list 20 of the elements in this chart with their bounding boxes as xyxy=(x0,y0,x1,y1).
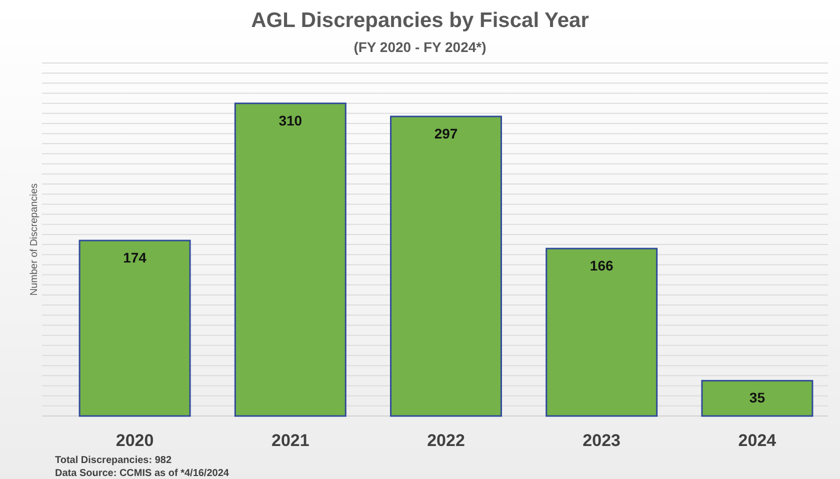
bar xyxy=(701,380,814,417)
data-label: 297 xyxy=(434,125,458,142)
x-tick-label: 2024 xyxy=(738,431,777,450)
text: Total Discrepancies: 982 xyxy=(55,455,172,466)
bar xyxy=(234,102,346,417)
chart-subtitle: (FY 2020 - FY 2024*) xyxy=(354,39,486,55)
data-label: 35 xyxy=(749,390,766,406)
x-tick-label: 2022 xyxy=(427,431,465,450)
source-note: Data Source: CCMIS as of *4/16/2024 xyxy=(55,468,230,479)
data-label: 310 xyxy=(278,112,302,128)
x-tick-label: 2023 xyxy=(582,431,621,450)
data-label: 166 xyxy=(590,258,614,274)
bar xyxy=(390,116,502,417)
data-label: 174 xyxy=(123,250,147,266)
bar xyxy=(546,248,658,417)
y-axis-title: Number of Discrepancies xyxy=(29,183,40,296)
x-tick-label: 2021 xyxy=(271,431,310,450)
chart-title: AGL Discrepancies by Fiscal Year xyxy=(251,9,589,32)
bar xyxy=(78,240,191,417)
x-tick-label: 2020 xyxy=(116,431,154,450)
